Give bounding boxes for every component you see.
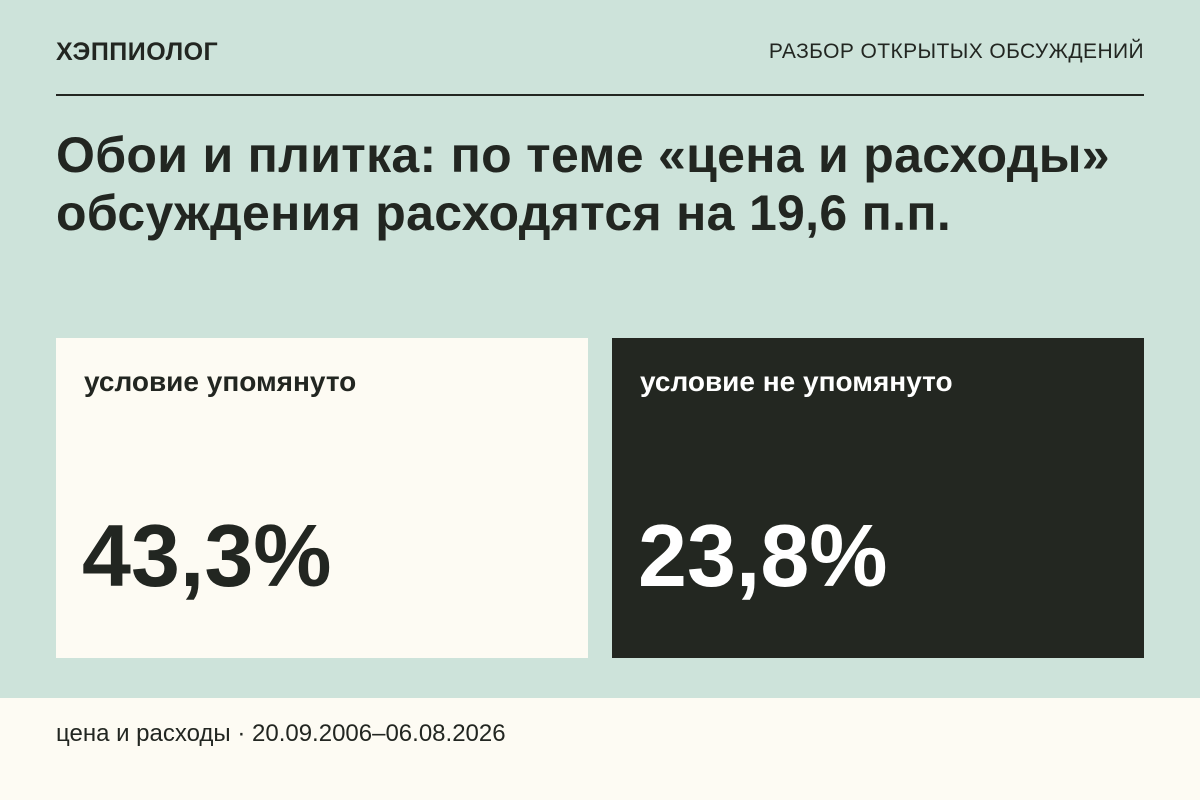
headline: Обои и плитка: по теме «цена и расходы» … [56, 127, 1110, 241]
stat-card-value: 23,8% [638, 506, 888, 605]
header: ХЭППИОЛОГ РАЗБОР ОТКРЫТЫХ ОБСУЖДЕНИЙ [56, 34, 1144, 96]
footer-caption: цена и расходы · 20.09.2006–06.08.2026 [56, 720, 506, 747]
stat-card-label: условие упомянуто [84, 366, 357, 397]
brand-logo-text: ХЭППИОЛОГ [56, 38, 219, 66]
stat-card-not-mentioned: условие не упомянуто 23,8% [612, 338, 1144, 658]
section-label: РАЗБОР ОТКРЫТЫХ ОБСУЖДЕНИЙ [768, 40, 1144, 63]
stat-card-label: условие не упомянуто [640, 366, 953, 397]
stat-card-value: 43,3% [82, 506, 332, 605]
stat-card-mentioned: условие упомянуто 43,3% [56, 338, 588, 658]
footer: цена и расходы · 20.09.2006–06.08.2026 [0, 698, 1200, 800]
